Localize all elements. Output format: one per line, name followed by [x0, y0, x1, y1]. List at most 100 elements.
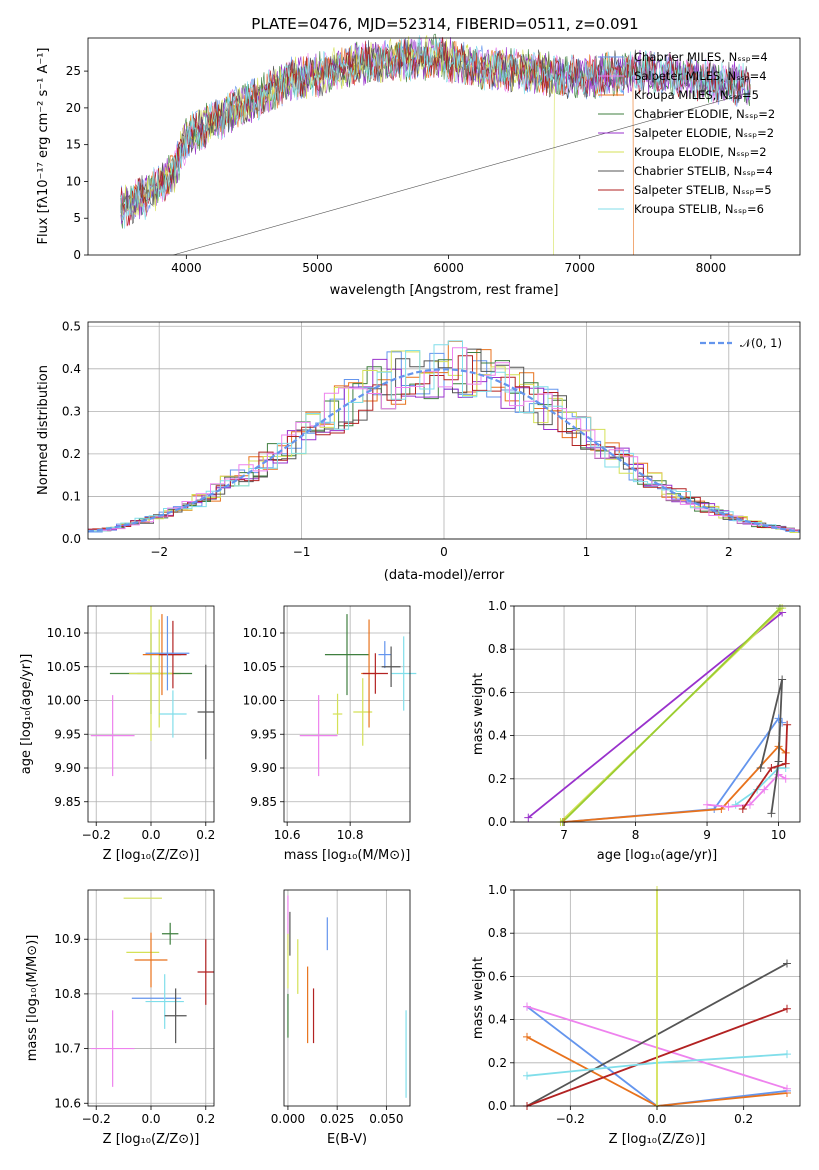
x-tick-label: −0.2 [556, 1112, 585, 1126]
mass_vs_ebv-marks [287, 895, 407, 1098]
y-tick-label: 10 [66, 174, 81, 188]
x-tick-label: −0.2 [82, 828, 111, 842]
y-tick-label: 9.85 [54, 795, 81, 809]
plus-marker [767, 809, 776, 818]
spectrum-xlabel: wavelength [Angstrom, rest frame] [330, 283, 559, 298]
y-tick-label: 10.10 [47, 626, 81, 640]
age_vs_Z-ticks: −0.2 0.0 0.2 9.85 9.90 9.95 10.00 10.05 10.10 [47, 626, 216, 842]
x-tick-label: 0.2 [734, 1112, 753, 1126]
y-tick-label: 0.8 [488, 642, 507, 656]
x-tick-label: −2 [150, 545, 168, 559]
plus-marker [523, 1071, 531, 1080]
massweight_vs_age-series-3 [563, 716, 783, 823]
y-tick-label: 10.00 [243, 694, 277, 708]
plus-marker [774, 757, 783, 766]
age_vs_Z-marks [90, 606, 214, 777]
y-tick-label: 5 [73, 211, 81, 225]
spectrum-frame [87, 37, 801, 256]
massweight_vs_Z-ticks: −0.2 0.0 0.2 0.0 0.2 0.4 0.6 0.8 1.0 [488, 883, 753, 1126]
histogram-series-4 [92, 350, 800, 533]
y-tick-label: 0.0 [62, 532, 81, 546]
plus-marker [767, 764, 776, 772]
plus-marker [783, 959, 791, 968]
y-tick-label: 0.2 [62, 447, 81, 461]
spectrum-legend-label: Salpeter MILES, Nₛₛₚ=4 [634, 69, 767, 83]
age_vs_mass-frame [283, 605, 411, 823]
y-tick-label: 1.0 [488, 599, 507, 613]
x-tick-label: −1 [293, 545, 311, 559]
histogram-xlabel: (data-model)/error [384, 568, 505, 583]
y-tick-label: 15 [66, 138, 81, 152]
y-tick-label: 10.00 [47, 694, 81, 708]
y-tick-label: 9.95 [250, 727, 277, 741]
massweight_vs_age-ylabel: mass weight [471, 673, 486, 755]
massweight_vs_age-ticks: 7 8 9 10 0.0 0.2 0.4 0.6 0.8 1.0 [488, 599, 786, 842]
massweight_vs_age-xlabel: age [log₁₀(age/yr)] [597, 848, 718, 863]
plus-marker [781, 774, 790, 783]
histogram-legend-label: 𝒩(0, 1) [740, 336, 782, 350]
spectrum-legend-label: Salpeter STELIB, Nₛₛₚ=5 [634, 183, 772, 197]
mass_vs_ebv-ticks: 0.000 0.025 0.050 [271, 1106, 404, 1126]
x-tick-label: 2 [725, 545, 733, 559]
spectrum-legend-label: Chabrier MILES, Nₛₛₚ=4 [634, 50, 768, 64]
x-tick-label: 10.6 [274, 828, 301, 842]
massweight_vs_age-marks [524, 604, 792, 826]
age_vs_mass-xlabel: mass [log₁₀(M/M⊙)] [284, 848, 411, 863]
y-tick-label: 10.05 [243, 660, 277, 674]
plus-marker [756, 764, 765, 772]
massweight_vs_age-series-7 [759, 679, 783, 814]
spectrum-legend-label: Kroupa MILES, Nₛₛₚ=5 [634, 88, 759, 102]
y-tick-label: 0.6 [488, 685, 507, 699]
massweight_vs_age-frame [513, 605, 801, 823]
age_vs_mass-ticks: 10.6 10.8 9.85 9.90 9.95 10.00 10.05 10.10 [243, 626, 364, 842]
x-tick-label: 10.8 [337, 828, 364, 842]
mass_vs_ebv-frame [283, 889, 411, 1107]
age-vs-metallicity-panel: −0.2 0.0 0.2 9.85 9.90 9.95 10.00 10.05 10.10 Z [… [19, 605, 216, 863]
plus-marker [783, 720, 792, 729]
plus-marker [524, 813, 533, 822]
spectrum-ticks: 4000 5000 6000 7000 8000 0 5 10 15 20 25 [66, 64, 726, 275]
plus-marker [783, 1084, 791, 1093]
residual-histogram-panel: −2 −1 0 1 2 0.0 0.1 0.2 0.3 0.4 0.5 (data-model)/e… [36, 319, 801, 583]
y-tick-label: 9.85 [250, 795, 277, 809]
mass_vs_ebv-grid [287, 890, 387, 1106]
spectrum-series-7 [120, 37, 751, 227]
mass-vs-extinction-panel: 0.000 0.025 0.050 E(B-V) [271, 889, 411, 1147]
y-tick-label: 0.0 [488, 1099, 507, 1113]
x-tick-label: 0.2 [196, 828, 215, 842]
y-tick-label: 10.6 [54, 1096, 81, 1110]
figure-title: PLATE=0476, MJD=52314, FIBERID=0511, z=0… [251, 15, 638, 33]
mass_vs_Z-ticks: −0.2 0.0 0.2 10.6 10.7 10.8 10.9 [54, 932, 215, 1126]
mass_vs_Z-ylabel: mass [log₁₀(M/M⊙)] [25, 935, 40, 1062]
y-tick-label: 10.8 [54, 987, 81, 1001]
histogram-steps [87, 340, 801, 533]
histogram-series-6 [88, 355, 800, 531]
x-tick-label: 6000 [433, 261, 464, 275]
massweight-vs-metallicity-panel: −0.2 0.0 0.2 0.0 0.2 0.4 0.6 0.8 1.0 Z [log₁₀(Z/Z… [471, 883, 801, 1147]
x-tick-label: 0.2 [196, 1112, 215, 1126]
y-tick-label: 0.1 [62, 489, 81, 503]
age-vs-mass-panel: 10.6 10.8 9.85 9.90 9.95 10.00 10.05 10.10 mass … [243, 605, 417, 863]
y-tick-label: 0.2 [488, 772, 507, 786]
x-tick-label: 8000 [696, 261, 727, 275]
x-tick-label: 1 [583, 545, 591, 559]
spectrum-panel: 4000 5000 6000 7000 8000 0 5 10 15 20 25 wavelengt… [36, 33, 801, 298]
y-tick-label: 1.0 [488, 883, 507, 897]
mass_vs_ebv-xlabel: E(B-V) [327, 1132, 367, 1147]
age_vs_Z-ylabel: age [log₁₀(age/yr)] [19, 654, 34, 775]
x-tick-label: 5000 [302, 261, 333, 275]
spectrum-ylabel: Flux [fλ10⁻¹⁷ erg cm⁻² s⁻¹ A⁻¹] [36, 48, 51, 245]
y-tick-label: 0.8 [488, 926, 507, 940]
x-tick-label: 0.0 [141, 828, 160, 842]
x-tick-label: −0.2 [82, 1112, 111, 1126]
x-tick-label: 0.050 [369, 1112, 403, 1126]
spectrum-legend-label: Kroupa ELODIE, Nₛₛₚ=2 [634, 145, 767, 159]
histogram-legend: 𝒩(0, 1) [700, 336, 782, 350]
massweight_vs_Z-xlabel: Z [log₁₀(Z/Z⊙)] [609, 1132, 706, 1147]
plus-marker [523, 1032, 531, 1041]
age_vs_Z-frame [87, 605, 215, 823]
x-tick-label: 0 [440, 545, 448, 559]
plus-marker [745, 800, 754, 809]
y-tick-label: 0.4 [488, 729, 507, 743]
